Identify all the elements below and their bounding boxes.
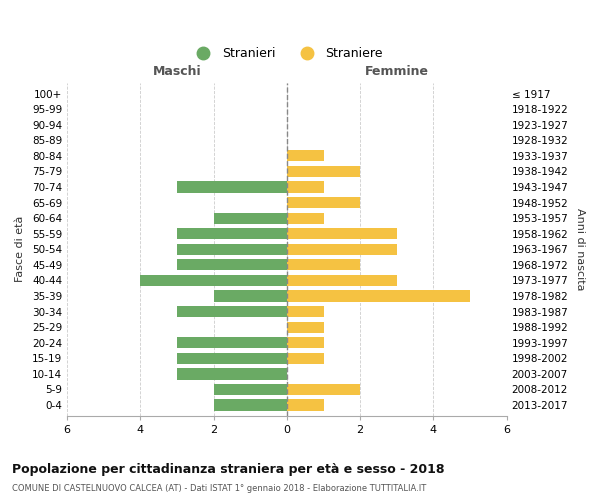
Bar xyxy=(177,337,287,348)
Text: Femmine: Femmine xyxy=(365,65,429,78)
Bar xyxy=(287,150,323,162)
Bar xyxy=(287,306,323,317)
Bar xyxy=(177,260,287,270)
Bar xyxy=(214,400,287,410)
Text: Maschi: Maschi xyxy=(152,65,201,78)
Bar xyxy=(177,182,287,192)
Bar xyxy=(287,275,397,286)
Bar xyxy=(140,275,287,286)
Bar xyxy=(287,337,323,348)
Bar xyxy=(287,260,360,270)
Bar xyxy=(287,384,360,395)
Bar xyxy=(287,352,323,364)
Bar xyxy=(287,290,470,302)
Text: Popolazione per cittadinanza straniera per età e sesso - 2018: Popolazione per cittadinanza straniera p… xyxy=(12,462,445,475)
Legend: Stranieri, Straniere: Stranieri, Straniere xyxy=(186,42,388,65)
Bar xyxy=(287,228,397,239)
Bar xyxy=(177,244,287,255)
Bar xyxy=(214,290,287,302)
Bar xyxy=(287,244,397,255)
Bar xyxy=(287,182,323,192)
Bar xyxy=(177,306,287,317)
Y-axis label: Anni di nascita: Anni di nascita xyxy=(575,208,585,290)
Bar xyxy=(287,212,323,224)
Y-axis label: Fasce di età: Fasce di età xyxy=(15,216,25,282)
Bar xyxy=(287,322,323,333)
Bar xyxy=(214,212,287,224)
Bar xyxy=(177,352,287,364)
Bar xyxy=(287,166,360,177)
Bar xyxy=(287,400,323,410)
Bar xyxy=(177,368,287,380)
Text: COMUNE DI CASTELNUOVO CALCEA (AT) - Dati ISTAT 1° gennaio 2018 - Elaborazione TU: COMUNE DI CASTELNUOVO CALCEA (AT) - Dati… xyxy=(12,484,426,493)
Bar xyxy=(287,197,360,208)
Bar xyxy=(214,384,287,395)
Bar xyxy=(177,228,287,239)
